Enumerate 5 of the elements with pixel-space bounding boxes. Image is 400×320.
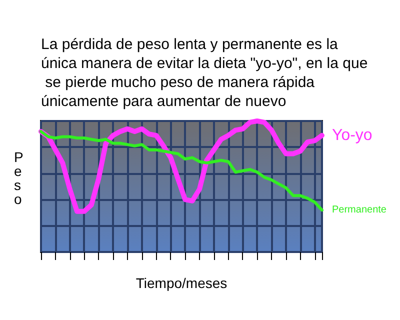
x-axis-title: Tiempo/meses (136, 275, 228, 291)
series-label: Yo-yo (332, 126, 372, 144)
chart-title: La pérdida de peso lenta y permanente es la única manera de evitar la dieta "yo-yo", en la que se pierde mucho peso de manera rápida únicamente para aumentar de nuevo (41, 36, 368, 110)
series-label: Permanente (332, 204, 387, 216)
y-axis-title: Peso (14, 149, 24, 207)
